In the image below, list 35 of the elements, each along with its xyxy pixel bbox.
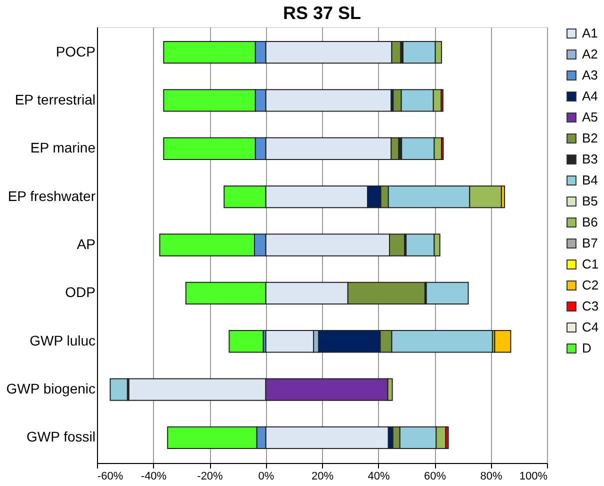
- x-tick-label: 100%: [519, 470, 548, 482]
- legend-label: B4: [582, 172, 598, 188]
- legend-label: C4: [582, 320, 599, 334]
- legend-label: C3: [582, 298, 599, 314]
- x-tick-label: -40%: [140, 470, 167, 482]
- x-tick-label: 20%: [311, 470, 334, 482]
- legend-label: B3: [582, 152, 598, 166]
- legend-label: C2: [582, 278, 599, 292]
- legend-label: A3: [582, 68, 598, 82]
- legend-label: B7: [582, 236, 598, 250]
- y-tick-label: EP freshwater: [8, 188, 96, 204]
- x-tick-label: 0%: [258, 470, 274, 482]
- legend-label: B6: [582, 214, 598, 230]
- legend-label: B5: [582, 194, 598, 208]
- x-tick-label: -20%: [197, 470, 224, 482]
- legend-label: A5: [582, 110, 598, 124]
- y-tick-label: GWP luluc: [30, 332, 96, 348]
- x-tick-label: 40%: [368, 470, 390, 482]
- legend-label: C1: [582, 256, 599, 272]
- legend-label: B2: [582, 130, 598, 146]
- chart-title: RS 37 SL: [282, 3, 362, 23]
- y-tick-label: GWP biogenic: [6, 380, 96, 397]
- legend-label: A2: [582, 46, 598, 62]
- y-tick-label: GWP fossil: [26, 428, 96, 445]
- y-tick-label: AP: [76, 236, 96, 252]
- y-tick-label: EP terrestrial: [14, 91, 96, 108]
- legend-label: A1: [582, 26, 598, 40]
- y-tick-label: ODP: [65, 284, 96, 300]
- y-tick-label: POCP: [56, 43, 96, 60]
- x-tick-label: 80%: [480, 470, 502, 482]
- y-tick-label: EP marine: [30, 140, 96, 156]
- x-tick-label: -60%: [98, 470, 124, 482]
- x-tick-label: 60%: [424, 470, 446, 482]
- legend-label: D: [582, 340, 592, 356]
- legend-label: A4: [582, 88, 598, 104]
